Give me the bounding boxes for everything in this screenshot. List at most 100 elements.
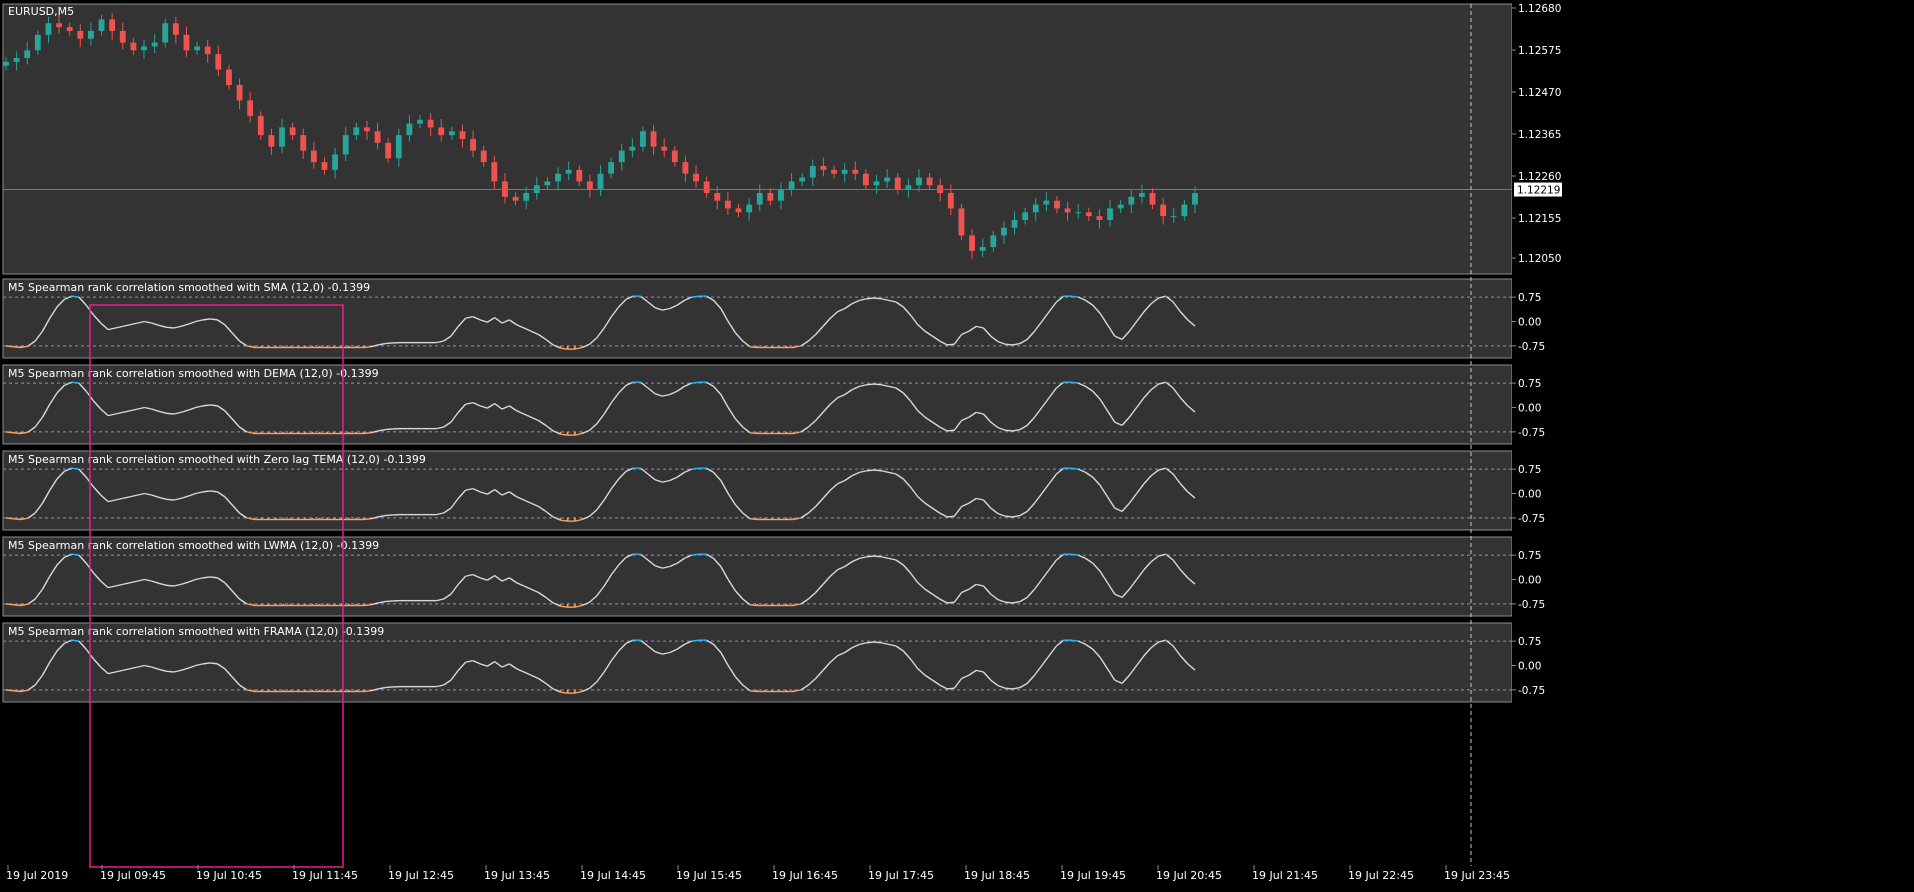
indicator-line-segment [1071,640,1078,641]
indicator-line-segment [385,687,392,688]
candle-bull [162,23,168,42]
candle-bear [375,131,381,143]
candle-bull [523,193,529,201]
candle-bull [1001,228,1007,236]
candle-bull [3,62,9,66]
indicator-line-segment [560,606,567,607]
indicator-line-segment [166,671,173,672]
indicator-line-segment [867,470,874,471]
candle-bull [1012,220,1018,228]
indicator-line-segment [210,405,217,406]
candle-bull [757,193,763,205]
indicator-line-segment [210,319,217,320]
candle-bull [1171,216,1177,217]
candle-bear [470,139,476,151]
time-axis-strip [0,705,1914,888]
indicator-line-segment [385,515,392,516]
candle-bear [322,162,328,170]
candle-bear [948,193,954,208]
candle-bull [629,147,635,151]
indicator-line-segment [867,384,874,385]
indicator-line-segment [874,642,881,643]
time-tick-label: 19 Jul 18:45 [964,869,1030,882]
candle-bear [513,197,519,201]
indicator-line-segment [6,346,13,347]
candle-bear [364,127,370,131]
indicator-line-segment [947,688,954,689]
indicator-line-segment [6,604,13,605]
candle-bull [279,127,285,146]
indicator-line-segment [203,577,210,578]
candle-bear [226,70,232,85]
indicator-line-segment [203,319,210,320]
candle-bear [290,127,296,135]
candle-bull [14,58,20,62]
indicator-tick-label: 0.00 [1518,317,1541,329]
indicator-tick-label: -0.75 [1518,685,1545,697]
candle-bull [152,43,158,47]
price-chart-title: EURUSD,M5 [8,5,74,18]
current-price-label: 1.12219 [1517,185,1560,197]
candle-bear [959,208,965,235]
candle-bear [1097,216,1103,220]
candle-bear [821,166,827,170]
indicator-line-segment [560,348,567,349]
indicator-line-segment [72,554,79,555]
candle-bull [35,35,41,50]
indicator-line-segment [874,298,881,299]
candle-bear [460,131,466,139]
time-tick-label: 19 Jul 09:45 [100,869,166,882]
candle-bear [184,35,190,50]
indicator-line-segment [867,642,874,643]
price-tick-label: 1.12470 [1518,87,1561,99]
indicator-line-segment [363,519,370,520]
time-tick-label: 19 Jul 12:45 [388,869,454,882]
indicator-tick-label: 0.00 [1518,661,1541,673]
indicator-tick-label: 0.00 [1518,489,1541,501]
indicator-line-segment [203,663,210,664]
indicator-line-segment [6,518,13,519]
indicator-line-segment [692,640,699,641]
candle-bull [1022,212,1028,220]
indicator-line-segment [72,468,79,469]
indicator-line-segment [166,327,173,328]
indicator-line-segment [203,405,210,406]
indicator-line-segment [874,556,881,557]
candle-bear [268,135,274,147]
candle-bear [311,151,317,163]
indicator-line-segment [1005,516,1012,517]
candle-bear [1150,193,1156,205]
candle-bull [194,46,200,50]
candle-bear [651,131,657,146]
indicator-line-segment [1071,468,1078,469]
candle-bull [810,166,816,178]
candle-bull [640,131,646,146]
time-tick-label: 19 Jul 11:45 [292,869,358,882]
indicator-title-3: M5 Spearman rank correlation smoothed wi… [8,453,426,466]
indicator-tick-label: 0.75 [1518,550,1541,562]
candle-bear [852,170,858,174]
indicator-tick-label: 0.75 [1518,636,1541,648]
candle-bear [1160,205,1166,217]
candle-bear [481,151,487,163]
candle-bear [428,120,434,128]
candle-bull [799,178,805,182]
indicator-tick-label: -0.75 [1518,599,1545,611]
indicator-line-segment [210,577,217,578]
price-panel [3,4,1512,274]
candle-bull [884,178,890,182]
indicator-line-segment [13,519,20,520]
candle-bull [598,174,604,189]
candle-bull [842,170,848,174]
candle-bear [438,127,444,135]
price-tick-label: 1.12155 [1518,213,1561,225]
candle-bear [56,23,62,27]
candle-bull [1181,205,1187,217]
candle-bull [990,235,996,247]
indicator-line-segment [947,516,954,517]
candle-bull [1043,201,1049,205]
indicator-line-segment [560,692,567,693]
candle-bull [980,247,986,251]
